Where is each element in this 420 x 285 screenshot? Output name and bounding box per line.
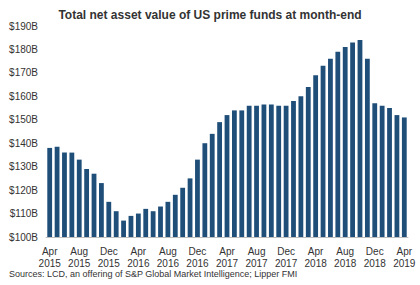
svg-text:$160B: $160B — [9, 91, 38, 102]
svg-text:$170B: $170B — [9, 67, 38, 78]
svg-text:2015: 2015 — [98, 258, 121, 269]
svg-text:2017: 2017 — [245, 258, 268, 269]
svg-text:2017: 2017 — [216, 258, 239, 269]
svg-text:2018: 2018 — [305, 258, 328, 269]
svg-text:Dec: Dec — [189, 246, 207, 257]
svg-text:$120B: $120B — [9, 185, 38, 196]
svg-text:Apr: Apr — [397, 246, 413, 257]
svg-text:2016: 2016 — [127, 258, 150, 269]
svg-text:2015: 2015 — [39, 258, 62, 269]
svg-text:2018: 2018 — [334, 258, 357, 269]
svg-text:2016: 2016 — [157, 258, 180, 269]
svg-text:$140B: $140B — [9, 138, 38, 149]
svg-text:Sources: LCD, an offering of S: Sources: LCD, an offering of S&P Global … — [9, 269, 297, 279]
svg-text:2019: 2019 — [393, 258, 416, 269]
svg-text:$180B: $180B — [9, 44, 38, 55]
svg-text:Dec: Dec — [100, 246, 118, 257]
svg-text:$110B: $110B — [10, 208, 39, 219]
svg-text:Apr: Apr — [219, 246, 235, 257]
svg-text:Total net asset value of US pr: Total net asset value of US prime funds … — [58, 8, 361, 22]
svg-text:Apr: Apr — [42, 246, 58, 257]
svg-text:2016: 2016 — [186, 258, 209, 269]
svg-text:Aug: Aug — [248, 246, 266, 257]
svg-text:Dec: Dec — [366, 246, 384, 257]
svg-text:2015: 2015 — [68, 258, 91, 269]
svg-text:$190B: $190B — [9, 21, 38, 32]
svg-text:Apr: Apr — [308, 246, 324, 257]
svg-text:Dec: Dec — [277, 246, 295, 257]
svg-text:Aug: Aug — [159, 246, 177, 257]
svg-text:Aug: Aug — [336, 246, 354, 257]
svg-text:$100B: $100B — [9, 232, 38, 243]
svg-text:Apr: Apr — [131, 246, 147, 257]
svg-text:Aug: Aug — [70, 246, 88, 257]
svg-text:$150B: $150B — [9, 114, 38, 125]
svg-text:2017: 2017 — [275, 258, 298, 269]
svg-text:$130B: $130B — [9, 161, 38, 172]
svg-text:2018: 2018 — [364, 258, 387, 269]
